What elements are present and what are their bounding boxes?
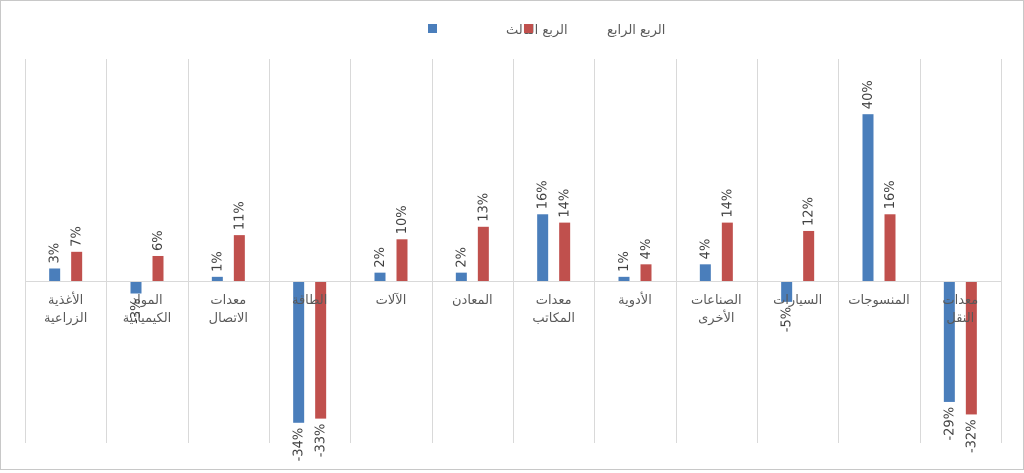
data-label: 14% (720, 189, 735, 218)
data-label: 11% (232, 201, 247, 230)
bar-q3 (943, 281, 955, 402)
bar-q3 (455, 272, 467, 281)
category-label: الأخرى (698, 309, 734, 326)
category-label: الآلات (376, 292, 407, 308)
data-label: -29% (942, 407, 957, 441)
legend-label-q4: الربع الرابع (607, 23, 665, 38)
bar-q4 (315, 281, 327, 419)
legend-swatch-q3 (428, 24, 437, 33)
bar-q4 (721, 222, 733, 281)
data-labels: 3% -3% 1% -34% 2% 2% 16% 1% 4% -5% 40% -29% 7% 6% 11% -… (48, 80, 980, 461)
bar-q3 (537, 214, 549, 281)
category-labels: الأغذية الزراعية المواد الكيميائية معدات الات… (44, 291, 978, 326)
category-label: السيارات (773, 293, 822, 308)
category-label: معدات (536, 293, 572, 308)
category-label: الصناعات (691, 293, 742, 308)
data-label: 6% (151, 230, 166, 251)
data-label: 4% (639, 239, 654, 260)
category-label: المكاتب (532, 311, 575, 326)
data-label: 16% (536, 180, 551, 209)
bar-q3 (374, 272, 386, 281)
category-label: المعادن (452, 293, 493, 308)
category-label: المنسوجات (848, 293, 910, 308)
bar-q4 (884, 214, 896, 281)
data-label: -3% (129, 299, 144, 324)
category-label: الكيميائية (123, 311, 172, 326)
category-label: الأغذية (48, 291, 83, 308)
bar-q3 (862, 114, 874, 281)
category-label: معدات (210, 293, 246, 308)
bar-q3 (699, 264, 711, 281)
bar-q3 (211, 276, 223, 281)
data-label: 3% (48, 243, 63, 264)
category-label: معدات (942, 293, 978, 308)
data-label: 7% (70, 226, 85, 247)
data-label: -5% (780, 307, 795, 332)
data-label: 12% (802, 197, 817, 226)
bar-q4 (233, 235, 245, 281)
bars (49, 114, 977, 423)
category-separators (25, 59, 1002, 443)
data-label: -34% (292, 428, 307, 462)
data-label: 4% (698, 239, 713, 260)
bar-q4 (71, 251, 83, 281)
bar-q3 (293, 281, 305, 423)
data-label: -32% (964, 419, 979, 453)
data-label: 40% (861, 80, 876, 109)
data-label: 10% (395, 205, 410, 234)
data-label: 1% (210, 251, 225, 272)
data-label: 2% (454, 247, 469, 268)
data-label: 13% (476, 193, 491, 222)
bar-q3 (49, 268, 61, 281)
category-label: المواد (131, 293, 162, 308)
bar-q4 (559, 222, 571, 281)
category-label: الزراعية (44, 311, 87, 326)
category-label: الاتصال (209, 311, 248, 326)
bar-q3 (781, 281, 793, 302)
category-label: النقل (946, 311, 974, 326)
bar-q4 (803, 230, 815, 281)
category-label: الأدوية (618, 291, 652, 308)
data-label: 1% (617, 251, 632, 272)
bar-q3 (130, 281, 142, 294)
bar-q4 (152, 255, 164, 281)
bar-q4 (640, 264, 652, 281)
legend-label-q3: الربع الثالث (506, 23, 568, 38)
data-label: 2% (373, 247, 388, 268)
legend-swatch-q4 (524, 24, 533, 33)
legend: الربع الثالث الربع الرابع (428, 23, 665, 38)
data-label: 14% (558, 189, 573, 218)
bar-q4 (396, 239, 408, 281)
bar-q3 (618, 276, 630, 281)
bar-q4 (965, 281, 977, 415)
data-label: 16% (883, 180, 898, 209)
data-label: -33% (314, 424, 329, 458)
bar-q4 (477, 226, 489, 281)
category-label: الطاقة (292, 293, 327, 308)
